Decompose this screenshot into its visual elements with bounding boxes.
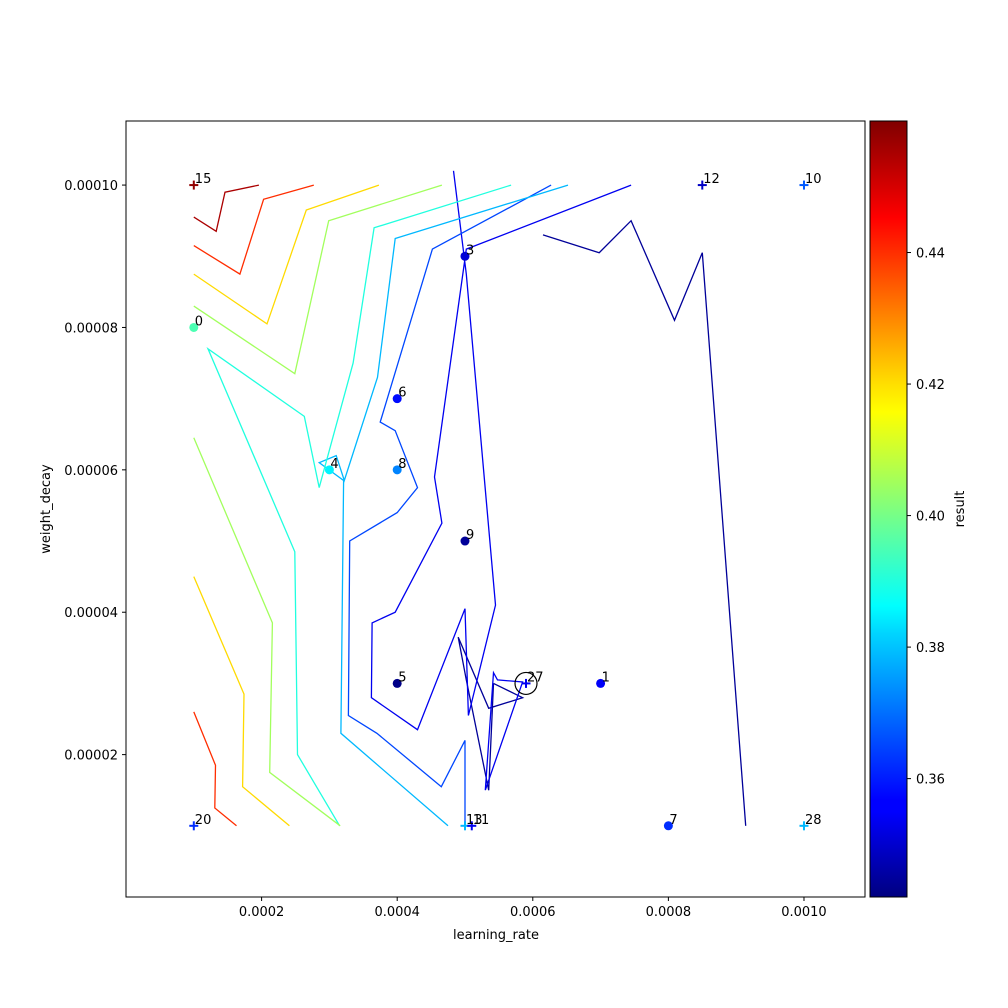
point-3 xyxy=(460,251,470,261)
point-label-8: 8 xyxy=(398,457,406,472)
contour-line-1-0 xyxy=(370,170,632,731)
point-1 xyxy=(596,678,606,688)
contour-line-6-1 xyxy=(193,576,290,827)
y-tick-label-1: 0.00004 xyxy=(64,606,118,621)
contour-line-5-1 xyxy=(193,437,341,827)
y-axis-label: weight_decay xyxy=(39,464,54,554)
point-11 xyxy=(467,821,477,831)
colorbar-tick-label-0: 0.36 xyxy=(916,773,945,788)
contour-line-1-1 xyxy=(484,670,524,791)
point-label-3: 3 xyxy=(466,243,474,258)
point-label-13: 13 xyxy=(466,813,483,828)
y-tick-label-3: 0.00008 xyxy=(64,321,118,336)
y-axis: 0.00002 0.00004 0.00006 0.00008 0.00010 xyxy=(64,179,126,764)
contour-line-5-0 xyxy=(193,184,443,375)
colorbar-tick-label-4: 0.44 xyxy=(916,247,945,262)
contour-line-0-0 xyxy=(542,219,747,826)
point-label-20: 20 xyxy=(195,813,212,828)
point-label-27: 27 xyxy=(527,670,544,685)
point-label-11: 11 xyxy=(473,813,490,828)
contour-line-0-1 xyxy=(457,636,525,791)
point-label-9: 9 xyxy=(466,528,474,543)
colorbar-tick-label-1: 0.38 xyxy=(916,641,945,656)
x-tick-label-0: 0.0002 xyxy=(239,905,285,920)
contour-line-4-0 xyxy=(206,184,512,827)
point-0 xyxy=(189,322,199,332)
colorbar-tick-label-2: 0.40 xyxy=(916,510,945,525)
contour-line-8-0 xyxy=(193,184,260,233)
colorbar-tick-label-3: 0.42 xyxy=(916,378,945,393)
point-8 xyxy=(392,465,402,475)
colorbar-label: result xyxy=(953,491,968,528)
data-points xyxy=(189,180,809,831)
point-5 xyxy=(392,678,402,688)
x-axis: 0.0002 0.0004 0.0006 0.0008 0.0010 xyxy=(239,897,827,920)
x-tick-label-2: 0.0006 xyxy=(510,905,556,920)
y-tick-label-0: 0.00002 xyxy=(64,749,118,764)
x-tick-label-3: 0.0008 xyxy=(646,905,692,920)
plot-frame xyxy=(125,120,866,898)
y-tick-label-4: 0.00010 xyxy=(64,179,118,194)
point-6 xyxy=(392,394,402,404)
x-axis-label: learning_rate xyxy=(453,928,539,943)
colorbar-ticks: 0.36 0.38 0.40 0.42 0.44 xyxy=(907,247,945,788)
point-12 xyxy=(697,180,707,190)
point-20 xyxy=(189,821,199,831)
x-tick-label-1: 0.0004 xyxy=(374,905,420,920)
contour-line-7-1 xyxy=(193,711,237,827)
y-tick-label-2: 0.00006 xyxy=(64,464,118,479)
point-label-1: 1 xyxy=(602,670,610,685)
point-label-28: 28 xyxy=(805,813,822,828)
point-label-12: 12 xyxy=(703,172,720,187)
colorbar xyxy=(869,120,908,898)
point-9 xyxy=(460,536,470,546)
point-10 xyxy=(799,180,809,190)
contour-line-7-0 xyxy=(193,184,314,276)
point-label-4: 4 xyxy=(330,457,338,472)
point-label-15: 15 xyxy=(195,172,212,187)
contour-line-6-0 xyxy=(193,184,380,325)
best-point-highlight xyxy=(514,671,538,696)
point-27 xyxy=(521,678,531,688)
point-28 xyxy=(799,821,809,831)
point-7 xyxy=(663,821,673,831)
contour-lines xyxy=(193,170,747,827)
point-label-10: 10 xyxy=(805,172,822,187)
contour-line-3-0 xyxy=(317,184,569,827)
point-label-6: 6 xyxy=(398,386,406,401)
point-label-5: 5 xyxy=(398,670,406,685)
point-label-0: 0 xyxy=(195,314,203,329)
contour-line-2-0 xyxy=(347,184,552,826)
point-15 xyxy=(189,180,199,190)
point-label-7: 7 xyxy=(669,813,677,828)
x-tick-label-4: 0.0010 xyxy=(781,905,827,920)
point-4 xyxy=(324,465,334,475)
